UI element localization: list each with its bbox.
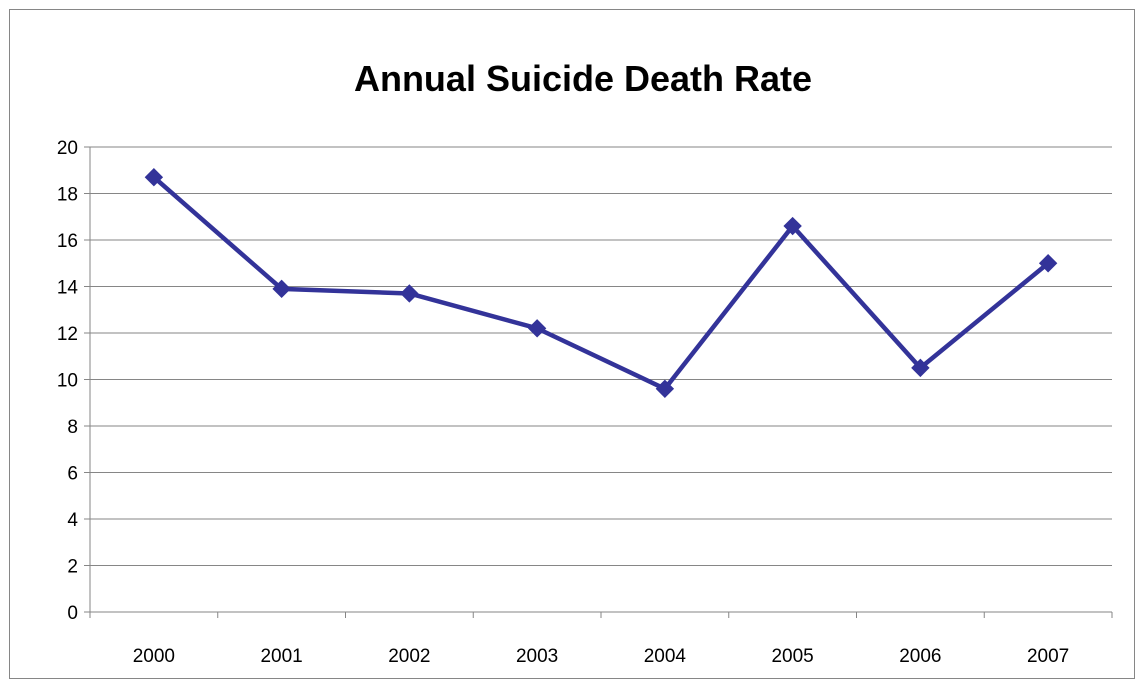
y-tick-labels: 0 2 4 6 8 10 12 14 16 18 20: [57, 138, 79, 624]
x-tick-label: 2006: [899, 646, 941, 667]
y-tick-label: 14: [57, 278, 79, 299]
y-tick-label: 2: [67, 557, 78, 578]
data-point-marker: [400, 284, 419, 303]
y-tick-label: 20: [57, 138, 78, 159]
series-lines: [151, 174, 1051, 392]
series-line: [151, 174, 1051, 392]
data-point-marker: [1038, 254, 1058, 273]
data-point-marker: [527, 319, 547, 338]
data-point-marker: [272, 279, 291, 299]
x-tick-label: 2002: [388, 646, 430, 667]
chart-title: Annual Suicide Death Rate: [354, 58, 812, 99]
x-tick-label: 2005: [771, 646, 813, 667]
y-tick-label: 0: [67, 603, 78, 624]
x-tick-label: 2007: [1027, 646, 1069, 667]
y-tick-label: 18: [57, 185, 78, 206]
series-markers: [144, 168, 1058, 399]
y-tick-label: 8: [67, 417, 78, 438]
data-point-marker: [144, 168, 164, 187]
axes: [84, 146, 1113, 618]
x-tick-label: 2004: [644, 646, 687, 667]
y-tick-label: 10: [57, 371, 78, 392]
y-tick-label: 12: [57, 324, 78, 345]
y-tick-label: 6: [67, 464, 78, 485]
x-tick-label: 2000: [133, 646, 175, 667]
data-point-marker: [783, 216, 802, 236]
y-tick-label: 4: [67, 510, 78, 531]
y-tick-label: 16: [57, 231, 78, 252]
x-tick-label: 2003: [516, 646, 558, 667]
data-point-marker: [911, 358, 930, 378]
data-point-marker: [655, 379, 675, 399]
x-tick-labels: 2000 2001 2002 2003 2004 2005 2006 2007: [133, 646, 1070, 667]
gridlines: [90, 146, 1112, 566]
x-tick-label: 2001: [260, 646, 302, 667]
